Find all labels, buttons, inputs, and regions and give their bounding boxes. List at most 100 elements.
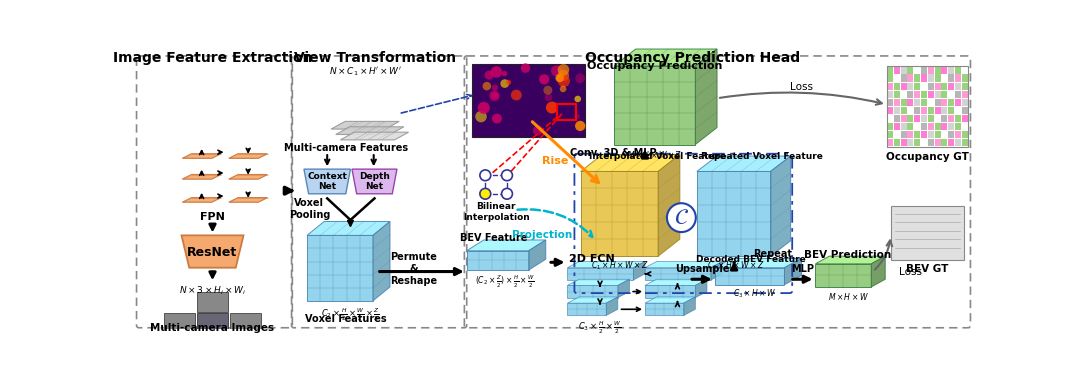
Polygon shape [696,279,707,298]
Bar [928,107,934,114]
Bar [894,83,900,90]
Text: 2D FCN: 2D FCN [569,254,615,264]
Bar [915,107,920,114]
Bar [891,206,964,260]
Text: Multi-camera Images: Multi-camera Images [150,323,274,333]
Circle shape [492,94,499,101]
Bar [907,115,914,122]
Bar [887,83,893,90]
Polygon shape [684,297,696,316]
Bar [907,123,914,130]
Polygon shape [770,156,791,256]
Bar [948,99,954,106]
Bar [197,292,228,312]
Bar [887,74,893,82]
Bar [197,334,228,354]
Bar [164,313,195,333]
Bar [955,139,961,147]
Polygon shape [183,175,221,179]
Polygon shape [697,171,770,256]
Circle shape [494,107,501,114]
Bar [961,74,968,82]
Text: $M\times H\times W$: $M\times H\times W$ [827,291,868,302]
Text: Repeat: Repeat [754,249,793,259]
Bar [472,64,584,137]
Polygon shape [613,49,717,66]
Circle shape [507,78,515,87]
Bar [955,131,961,138]
Polygon shape [815,264,872,287]
Bar [961,99,968,106]
Polygon shape [307,222,390,235]
Circle shape [501,188,512,199]
Bar [921,123,927,130]
Bar [907,91,914,98]
Bar [948,74,954,82]
Bar [942,139,947,147]
Circle shape [478,115,489,127]
Bar [894,66,900,74]
Bar [961,107,968,114]
Bar [961,83,968,90]
Text: $C_1\times H\times W\times Z$: $C_1\times H\times W\times Z$ [591,260,648,272]
Circle shape [480,170,490,181]
Polygon shape [303,169,350,194]
Bar [907,99,914,106]
Polygon shape [645,297,696,303]
Bar [901,107,907,114]
Text: $C_2\times\frac{H}{2}\times\frac{W}{2}\times\frac{Z}{2}$: $C_2\times\frac{H}{2}\times\frac{W}{2}\t… [321,306,380,323]
Polygon shape [696,49,717,145]
Circle shape [525,115,537,126]
Polygon shape [467,251,529,270]
Bar [928,139,934,147]
Bar [934,139,941,147]
Bar [928,74,934,82]
Bar [915,115,920,122]
Bar [921,131,927,138]
Circle shape [523,105,536,117]
Circle shape [527,89,534,95]
Text: Bilinear
Interpolation: Bilinear Interpolation [462,202,529,222]
Bar [934,107,941,114]
Bar [887,66,893,74]
Polygon shape [872,256,886,287]
Text: Projection: Projection [512,231,572,240]
Bar [948,107,954,114]
Bar [915,131,920,138]
Bar [901,123,907,130]
Text: $N\times C_1\times H'\times W'$: $N\times C_1\times H'\times W'$ [329,66,403,78]
Polygon shape [567,303,606,316]
Bar [955,115,961,122]
Circle shape [544,124,552,131]
Polygon shape [467,240,545,251]
Polygon shape [613,66,696,145]
Bar [934,66,941,74]
Polygon shape [711,262,723,280]
Bar [921,107,927,114]
Bar [955,91,961,98]
Polygon shape [229,175,268,179]
Bar [934,74,941,82]
Circle shape [562,100,571,109]
Bar [955,83,961,90]
Polygon shape [645,268,711,280]
Bar [901,66,907,74]
Bar [887,131,893,138]
Bar [955,66,961,74]
Bar [894,91,900,98]
Polygon shape [336,127,404,134]
Text: Context
Net: Context Net [308,172,347,191]
Bar [907,139,914,147]
Polygon shape [697,156,791,171]
Text: Voxel Features: Voxel Features [305,314,387,324]
Bar [948,123,954,130]
Text: Interpolated Voxel Feature: Interpolated Voxel Feature [590,152,726,161]
Text: ResNet: ResNet [187,246,238,259]
Bar [928,131,934,138]
Text: Multi-camera Features: Multi-camera Features [284,143,408,153]
Polygon shape [567,279,630,285]
Bar [907,131,914,138]
Text: Occupancy Prediction: Occupancy Prediction [588,61,723,71]
Text: $C_3\times H\times W$: $C_3\times H\times W$ [733,288,777,300]
Text: Image Feature Extraction: Image Feature Extraction [112,51,312,64]
